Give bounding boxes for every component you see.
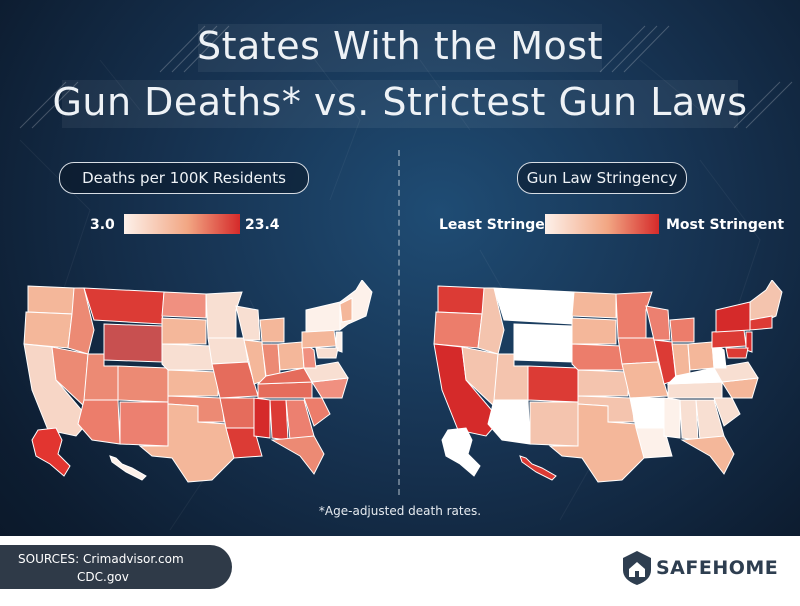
house-shield-icon xyxy=(623,551,651,585)
state-la xyxy=(635,427,673,459)
state-co xyxy=(527,365,579,403)
state-ma-ct xyxy=(749,315,773,331)
state-ia xyxy=(617,337,659,365)
state-nj xyxy=(335,331,343,353)
source-line-1: SOURCES: Crimadvisor.com xyxy=(18,552,184,566)
title-banner xyxy=(19,24,793,129)
state-ny xyxy=(305,301,341,333)
deaths-legend-bar xyxy=(124,214,240,234)
state-mt xyxy=(83,287,165,325)
state-pa xyxy=(711,329,747,349)
panel-divider xyxy=(398,150,400,495)
state-oh xyxy=(277,341,305,371)
state-ks xyxy=(167,369,219,397)
state-mi xyxy=(669,317,695,343)
deaths-legend-min: 3.0 xyxy=(90,217,115,233)
source-line-2: CDC.gov xyxy=(77,570,129,584)
brand-name: SAFEHOME xyxy=(656,557,779,579)
state-ak xyxy=(441,427,481,477)
state-ar xyxy=(219,397,255,429)
state-md xyxy=(725,347,749,359)
state-al xyxy=(679,399,699,441)
state-vt-nh xyxy=(339,297,353,323)
state-sc xyxy=(713,397,741,427)
state-nd xyxy=(571,291,617,319)
state-md xyxy=(315,347,339,359)
stringency-legend-min: Least Stringent xyxy=(439,217,562,233)
state-ny xyxy=(715,301,751,333)
stringency-map xyxy=(433,280,783,483)
state-ms xyxy=(663,397,681,439)
state-pa xyxy=(301,329,337,349)
state-mt xyxy=(493,287,575,325)
state-az xyxy=(487,399,531,445)
state-oh xyxy=(687,341,715,371)
state-az xyxy=(77,399,121,445)
stringency-legend-bar xyxy=(545,214,659,234)
state-fl xyxy=(270,435,325,475)
state-ne xyxy=(161,343,217,371)
title-line-2: Gun Deaths* vs. Strictest Gun Laws xyxy=(52,80,748,124)
deaths-heading: Deaths per 100K Residents xyxy=(59,162,309,194)
state-al xyxy=(269,399,289,441)
state-ut xyxy=(83,353,119,401)
state-wi xyxy=(235,305,261,341)
state-ar xyxy=(629,397,665,429)
state-sd xyxy=(571,317,617,345)
state-sc xyxy=(303,397,331,427)
state-fl xyxy=(680,435,735,475)
state-la xyxy=(225,427,263,459)
state-nm xyxy=(529,401,579,447)
state-wy xyxy=(513,323,573,363)
state-mn xyxy=(615,291,653,339)
state-wa xyxy=(27,285,75,315)
stringency-legend-max: Most Stringent xyxy=(666,217,785,233)
state-wy xyxy=(103,323,163,363)
safehome-logo: SAFEHOME xyxy=(622,548,782,588)
state-mn xyxy=(205,291,243,339)
state-ks xyxy=(577,369,629,397)
state-ia xyxy=(207,337,249,365)
state-tn xyxy=(667,381,723,399)
stringency-heading: Gun Law Stringency xyxy=(517,162,687,194)
state-nm xyxy=(119,401,169,447)
state-or xyxy=(433,311,483,349)
state-ne xyxy=(571,343,627,371)
deaths-map xyxy=(23,280,373,483)
state-hi xyxy=(109,455,147,481)
state-ms xyxy=(253,397,271,439)
state-co xyxy=(117,365,169,403)
footnote: *Age-adjusted death rates. xyxy=(318,504,482,518)
state-wa xyxy=(437,285,485,315)
state-sd xyxy=(161,317,207,345)
state-ak xyxy=(31,427,71,477)
deaths-legend-max: 23.4 xyxy=(245,217,280,233)
state-nd xyxy=(161,291,207,319)
state-mi xyxy=(259,317,285,343)
state-wi xyxy=(645,305,671,341)
state-hi xyxy=(519,455,557,481)
sources-pill: SOURCES: Crimadvisor.com CDC.gov xyxy=(0,545,232,589)
state-ut xyxy=(493,353,529,401)
state-tn xyxy=(257,381,313,399)
state-nj xyxy=(745,331,753,353)
title-line-1: States With the Most xyxy=(197,24,603,68)
state-or xyxy=(23,311,73,349)
